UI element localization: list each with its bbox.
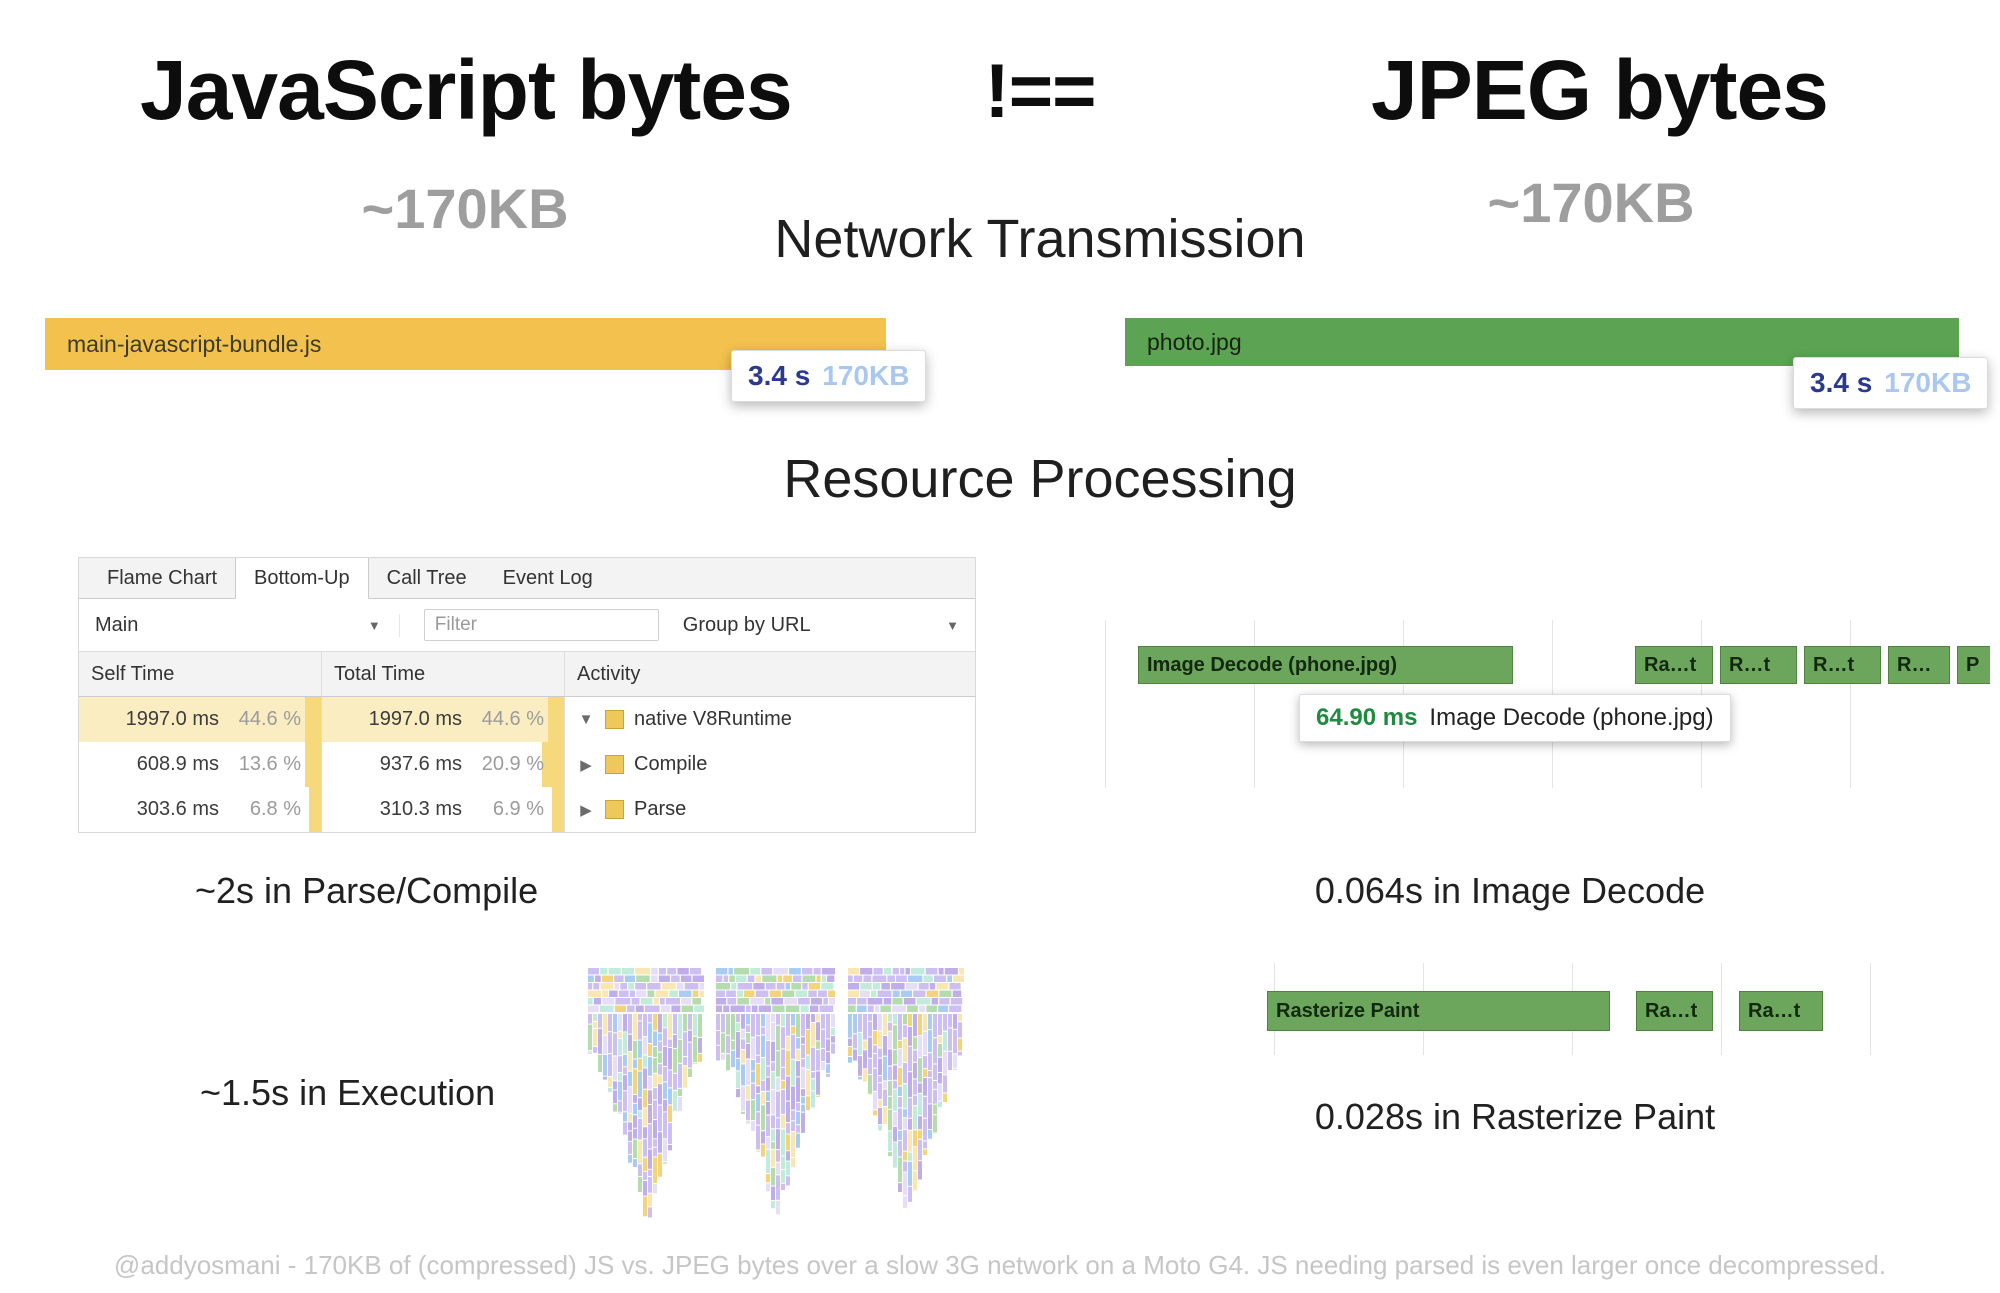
title-javascript-bytes: JavaScript bytes [140,43,793,137]
timeline-block-raster[interactable]: Ra…t [1636,991,1713,1031]
section-resource-processing: Resource Processing [783,449,1297,509]
js-transfer-time: 3.4 s [748,360,811,391]
decode-event-name: Image Decode (phone.jpg) [1429,704,1714,731]
total-time-percent: 20.9 % [481,753,544,775]
timeline-block-raster[interactable]: Ra…t [1635,646,1713,684]
heat-bar [309,787,321,832]
js-transfer-size: 170KB [822,360,910,391]
caption-execution: ~1.5s in Execution [200,1072,496,1113]
title-not-equal-operator: !== [984,49,1096,134]
timeline-block-image-decode[interactable]: Image Decode (phone.jpg) [1138,646,1513,684]
js-bundle-filename: main-javascript-bundle.js [67,330,322,357]
table-row[interactable]: 303.6 ms 6.8 % 310.3 ms 6.9 % ▶ Parse [79,787,975,832]
total-time-value: 310.3 ms [379,798,462,820]
self-time-percent: 6.8 % [249,798,301,820]
tab-flame-chart[interactable]: Flame Chart [107,566,218,589]
caption-parse-compile: ~2s in Parse/Compile [195,870,539,911]
chevron-down-icon: ▼ [367,617,381,633]
thread-select[interactable]: Main ▼ [95,613,400,637]
timeline-block-raster[interactable]: Ra…t [1739,991,1823,1031]
devtools-toolbar: Main ▼ Group by URL ▼ [79,599,975,652]
decode-tooltip: 64.90 ms Image Decode (phone.jpg) [1299,694,1731,742]
activity-color-swatch [605,755,624,774]
jpeg-size-label: ~170KB [1487,171,1695,234]
table-row[interactable]: 608.9 ms 13.6 % 937.6 ms 20.9 % ▶ Compil… [79,742,975,787]
total-time-percent: 44.6 % [481,708,544,730]
activity-color-swatch [605,710,624,729]
total-time-value: 1997.0 ms [368,708,462,730]
table-header-row: Self Time Total Time Activity [79,652,975,697]
heat-bar [552,787,564,832]
group-by-value: Group by URL [682,613,811,636]
total-time-value: 937.6 ms [379,753,462,775]
timeline-block-raster[interactable]: P [1957,646,1990,684]
timeline-block-raster[interactable]: R… [1888,646,1950,684]
js-size-label: ~170KB [361,177,569,240]
title-jpeg-bytes: JPEG bytes [1371,43,1829,137]
column-self-time[interactable]: Self Time [79,652,322,696]
image-decode-timeline: Image Decode (phone.jpg) Ra…t R…t R…t R…… [1105,620,1990,788]
expander-icon[interactable]: ▼ [578,711,594,728]
column-activity[interactable]: Activity [577,662,641,685]
table-row[interactable]: 1997.0 ms 44.6 % 1997.0 ms 44.6 % ▼ nati… [79,697,975,742]
jpeg-transfer-time: 3.4 s [1810,367,1873,398]
activity-label: native V8Runtime [634,708,792,730]
total-time-percent: 6.9 % [492,798,544,820]
group-by-select[interactable]: Group by URL ▼ [683,614,959,637]
timeline-block-raster[interactable]: R…t [1720,646,1797,684]
heat-bar [305,697,321,742]
column-total-time[interactable]: Total Time [322,652,565,696]
execution-flame-chart-image [588,968,964,1218]
attribution-footer: @addyosmani - 170KB of (compressed) JS v… [113,1250,1887,1280]
self-time-value: 608.9 ms [136,753,219,775]
expander-icon[interactable]: ▶ [580,756,592,774]
jpeg-network-tooltip: 3.4 s 170KB [1793,357,1989,409]
jpeg-transfer-size: 170KB [1884,367,1972,398]
devtools-bottom-up-panel: Flame Chart Bottom-Up Call Tree Event Lo… [78,557,976,833]
jpeg-filename: photo.jpg [1147,328,1242,355]
heat-bar [548,697,564,742]
self-time-percent: 13.6 % [238,753,301,775]
timeline-block-rasterize-paint[interactable]: Rasterize Paint [1267,991,1610,1031]
self-time-percent: 44.6 % [238,708,301,730]
tab-bottom-up[interactable]: Bottom-Up [235,558,369,599]
decode-duration: 64.90 ms [1316,704,1418,731]
self-time-value: 303.6 ms [136,798,219,820]
tab-event-log[interactable]: Event Log [502,566,593,589]
heat-bar [305,742,321,787]
devtools-tab-bar: Flame Chart Bottom-Up Call Tree Event Lo… [79,558,975,599]
tab-call-tree[interactable]: Call Tree [386,566,467,589]
js-network-tooltip: 3.4 s 170KB [731,350,927,402]
self-time-value: 1997.0 ms [125,708,219,730]
activity-label: Parse [634,798,687,820]
caption-rasterize-paint: 0.028s in Rasterize Paint [1314,1096,1716,1137]
caption-image-decode: 0.064s in Image Decode [1314,870,1706,911]
section-network-transmission: Network Transmission [774,209,1306,269]
activity-color-swatch [605,800,624,819]
expander-icon[interactable]: ▶ [580,801,592,819]
chevron-down-icon: ▼ [946,617,959,633]
thread-select-value: Main [95,613,139,636]
timeline-block-raster[interactable]: R…t [1804,646,1881,684]
heat-bar [542,742,564,787]
activity-label: Compile [634,753,708,775]
filter-input[interactable] [423,609,659,641]
rasterize-paint-timeline: Rasterize Paint Ra…t Ra…t [1240,963,1955,1055]
